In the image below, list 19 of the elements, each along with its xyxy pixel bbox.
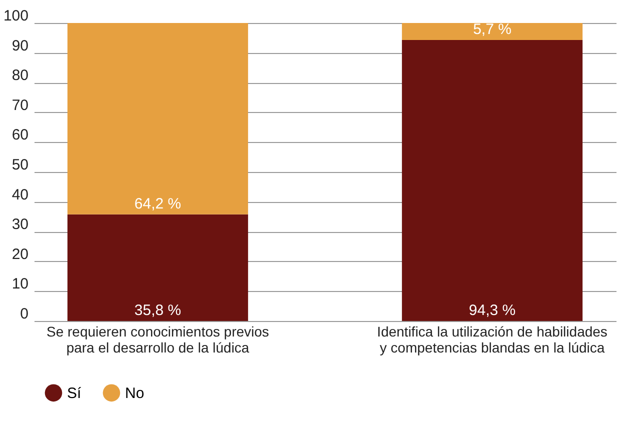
y-tick-label: 30 xyxy=(12,216,28,234)
legend-label: Sí xyxy=(67,384,82,402)
y-tick-label: 50 xyxy=(12,156,28,174)
y-tick-label: 100 xyxy=(3,8,28,24)
legend-label: No xyxy=(125,384,144,402)
y-tick-label: 70 xyxy=(12,96,28,114)
y-tick-label: 40 xyxy=(12,186,28,204)
y-tick-label: 60 xyxy=(12,126,28,144)
y-tick-label: 20 xyxy=(12,246,28,263)
data-label: 35,8 % xyxy=(134,302,182,319)
data-label: 5,7 % xyxy=(473,20,512,38)
y-tick-label: 80 xyxy=(12,67,28,84)
data-label: 94,3 % xyxy=(468,302,516,319)
y-tick-label: 90 xyxy=(12,37,28,54)
data-label: 64,2 % xyxy=(134,195,182,212)
y-tick-label: 10 xyxy=(12,276,28,293)
x-tick-label: Se requieren conocimientos previos para el desarrollo de la lúdica xyxy=(46,324,270,356)
x-tick-label: Identifica la utilización de habilidades y competencias blandas en la lúdica xyxy=(377,324,608,356)
y-tick-label: 0 xyxy=(20,306,28,322)
